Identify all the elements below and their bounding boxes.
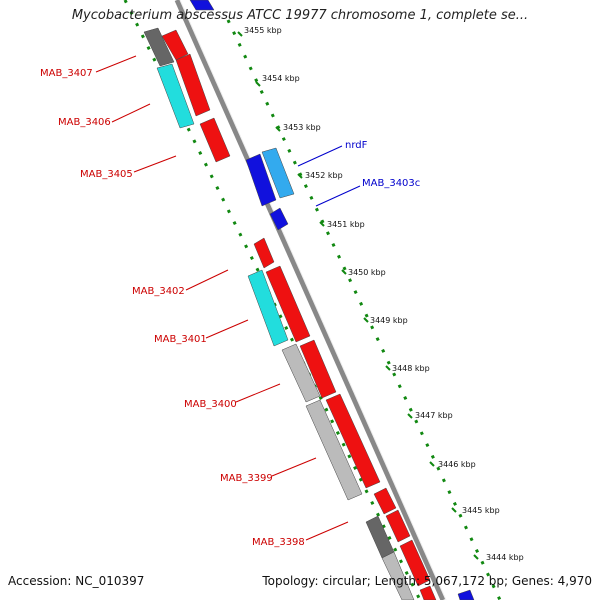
tick-label: 3451 kbp	[327, 220, 365, 229]
gene-feature-forward[interactable]	[419, 585, 437, 601]
tick-label: 3446 kbp	[438, 460, 476, 469]
gene-feature-forward[interactable]	[199, 117, 231, 163]
dotted-line-inner-right	[226, 19, 502, 601]
tick-label: 3450 kbp	[348, 268, 386, 277]
gene-label[interactable]: MAB_3400	[184, 399, 237, 410]
tick-marks	[237, 31, 479, 560]
gene-feature-forward[interactable]	[253, 237, 275, 269]
tick-label: 3448 kbp	[392, 364, 430, 373]
tick-label: 3445 kbp	[462, 506, 500, 515]
gene-label[interactable]: MAB_3398	[252, 537, 305, 548]
gene-label[interactable]: MAB_3401	[154, 334, 207, 345]
gene-features	[143, 0, 475, 601]
chromosome-backbone	[174, 0, 446, 602]
gene-label[interactable]: MAB_3403c	[362, 178, 420, 189]
gene-feature-reverse[interactable]	[457, 589, 475, 601]
gene-feature-forward[interactable]	[299, 339, 337, 399]
tick-label: 3444 kbp	[486, 553, 524, 562]
tick-label: 3455 kbp	[244, 26, 282, 35]
feature-cyan[interactable]	[156, 63, 195, 129]
gene-label[interactable]: nrdF	[345, 140, 368, 151]
gene-label[interactable]: MAB_3406	[58, 117, 111, 128]
tick-label: 3452 kbp	[305, 171, 343, 180]
gene-labels-right: nrdF MAB_3403c	[345, 140, 420, 189]
tick-label: 3454 kbp	[262, 74, 300, 83]
tick-labels: 3455 kbp 3454 kbp 3453 kbp 3452 kbp 3451…	[244, 26, 524, 562]
gene-label[interactable]: MAB_3399	[220, 473, 273, 484]
gene-label[interactable]: MAB_3407	[40, 68, 93, 79]
gene-labels-left: MAB_3407 MAB_3406 MAB_3405 MAB_3402 MAB_…	[40, 68, 305, 548]
gene-feature-forward[interactable]	[325, 393, 381, 489]
gene-label[interactable]: MAB_3402	[132, 286, 185, 297]
feature-light-blue[interactable]	[261, 147, 295, 199]
gene-feature-forward[interactable]	[399, 539, 431, 587]
feature-gray[interactable]	[305, 399, 363, 501]
gene-feature-reverse[interactable]	[245, 153, 277, 207]
feature-gray[interactable]	[281, 343, 321, 403]
gene-label[interactable]: MAB_3405	[80, 169, 133, 180]
tick-label: 3449 kbp	[370, 316, 408, 325]
accession-label: Accession: NC_010397	[8, 574, 145, 588]
tick-label: 3447 kbp	[415, 411, 453, 420]
map-title: Mycobacterium abscessus ATCC 19977 chrom…	[71, 8, 529, 23]
label-leaders-left	[95, 55, 349, 541]
feature-cyan[interactable]	[247, 269, 289, 347]
chromosome-backbone-highlight	[179, 0, 447, 601]
feature-dark-gray[interactable]	[143, 27, 175, 67]
topology-summary: Topology: circular; Length: 5,067,172 bp…	[262, 574, 592, 588]
gene-feature-forward[interactable]	[161, 29, 189, 61]
gene-feature-reverse[interactable]	[189, 0, 215, 11]
gene-feature-forward[interactable]	[175, 53, 211, 117]
label-leaders-right	[297, 145, 361, 207]
tick-label: 3453 kbp	[283, 123, 321, 132]
gene-feature-forward[interactable]	[373, 487, 397, 515]
gene-feature-reverse[interactable]	[269, 207, 289, 231]
gene-feature-forward[interactable]	[385, 509, 411, 543]
gene-feature-forward[interactable]	[265, 265, 311, 343]
